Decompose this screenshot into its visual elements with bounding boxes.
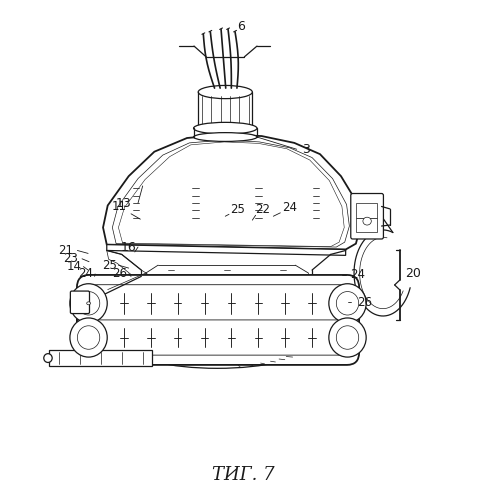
Text: 24: 24: [282, 202, 297, 215]
Ellipse shape: [70, 284, 107, 323]
Ellipse shape: [336, 291, 359, 315]
Text: 26: 26: [112, 267, 127, 280]
Text: ΤИГ. 7: ΤИГ. 7: [212, 467, 274, 485]
Text: 24: 24: [78, 267, 93, 280]
Text: 13: 13: [116, 197, 132, 210]
Ellipse shape: [336, 326, 359, 349]
Ellipse shape: [77, 291, 100, 315]
Text: 16: 16: [121, 241, 137, 253]
Bar: [356, 203, 377, 218]
Ellipse shape: [44, 354, 52, 362]
Text: 24: 24: [350, 268, 365, 281]
Ellipse shape: [130, 324, 305, 368]
Text: 11: 11: [112, 200, 127, 213]
Text: 3: 3: [302, 143, 310, 156]
Ellipse shape: [329, 284, 366, 323]
Ellipse shape: [363, 217, 371, 225]
Text: 26: 26: [357, 296, 372, 309]
Text: 6: 6: [237, 20, 244, 33]
FancyBboxPatch shape: [77, 275, 359, 332]
Ellipse shape: [193, 133, 257, 141]
Bar: [50, 350, 152, 366]
Ellipse shape: [87, 302, 90, 305]
Text: 25: 25: [103, 258, 118, 271]
FancyBboxPatch shape: [90, 285, 346, 322]
Ellipse shape: [198, 124, 252, 133]
FancyBboxPatch shape: [90, 320, 346, 355]
Polygon shape: [103, 135, 361, 250]
FancyBboxPatch shape: [77, 310, 359, 365]
Ellipse shape: [198, 85, 252, 99]
Ellipse shape: [329, 318, 366, 357]
FancyBboxPatch shape: [70, 291, 89, 313]
Ellipse shape: [193, 122, 257, 134]
Ellipse shape: [70, 318, 107, 357]
Ellipse shape: [77, 326, 100, 349]
Polygon shape: [198, 92, 252, 128]
Text: 21: 21: [58, 244, 73, 257]
Text: 14: 14: [67, 260, 82, 273]
Polygon shape: [107, 245, 346, 255]
Text: 23: 23: [63, 252, 78, 265]
Text: 25: 25: [230, 203, 245, 216]
Bar: [356, 218, 377, 233]
FancyBboxPatch shape: [351, 194, 383, 239]
Text: 22: 22: [255, 203, 270, 216]
Text: 20: 20: [405, 267, 421, 280]
Polygon shape: [107, 250, 146, 279]
